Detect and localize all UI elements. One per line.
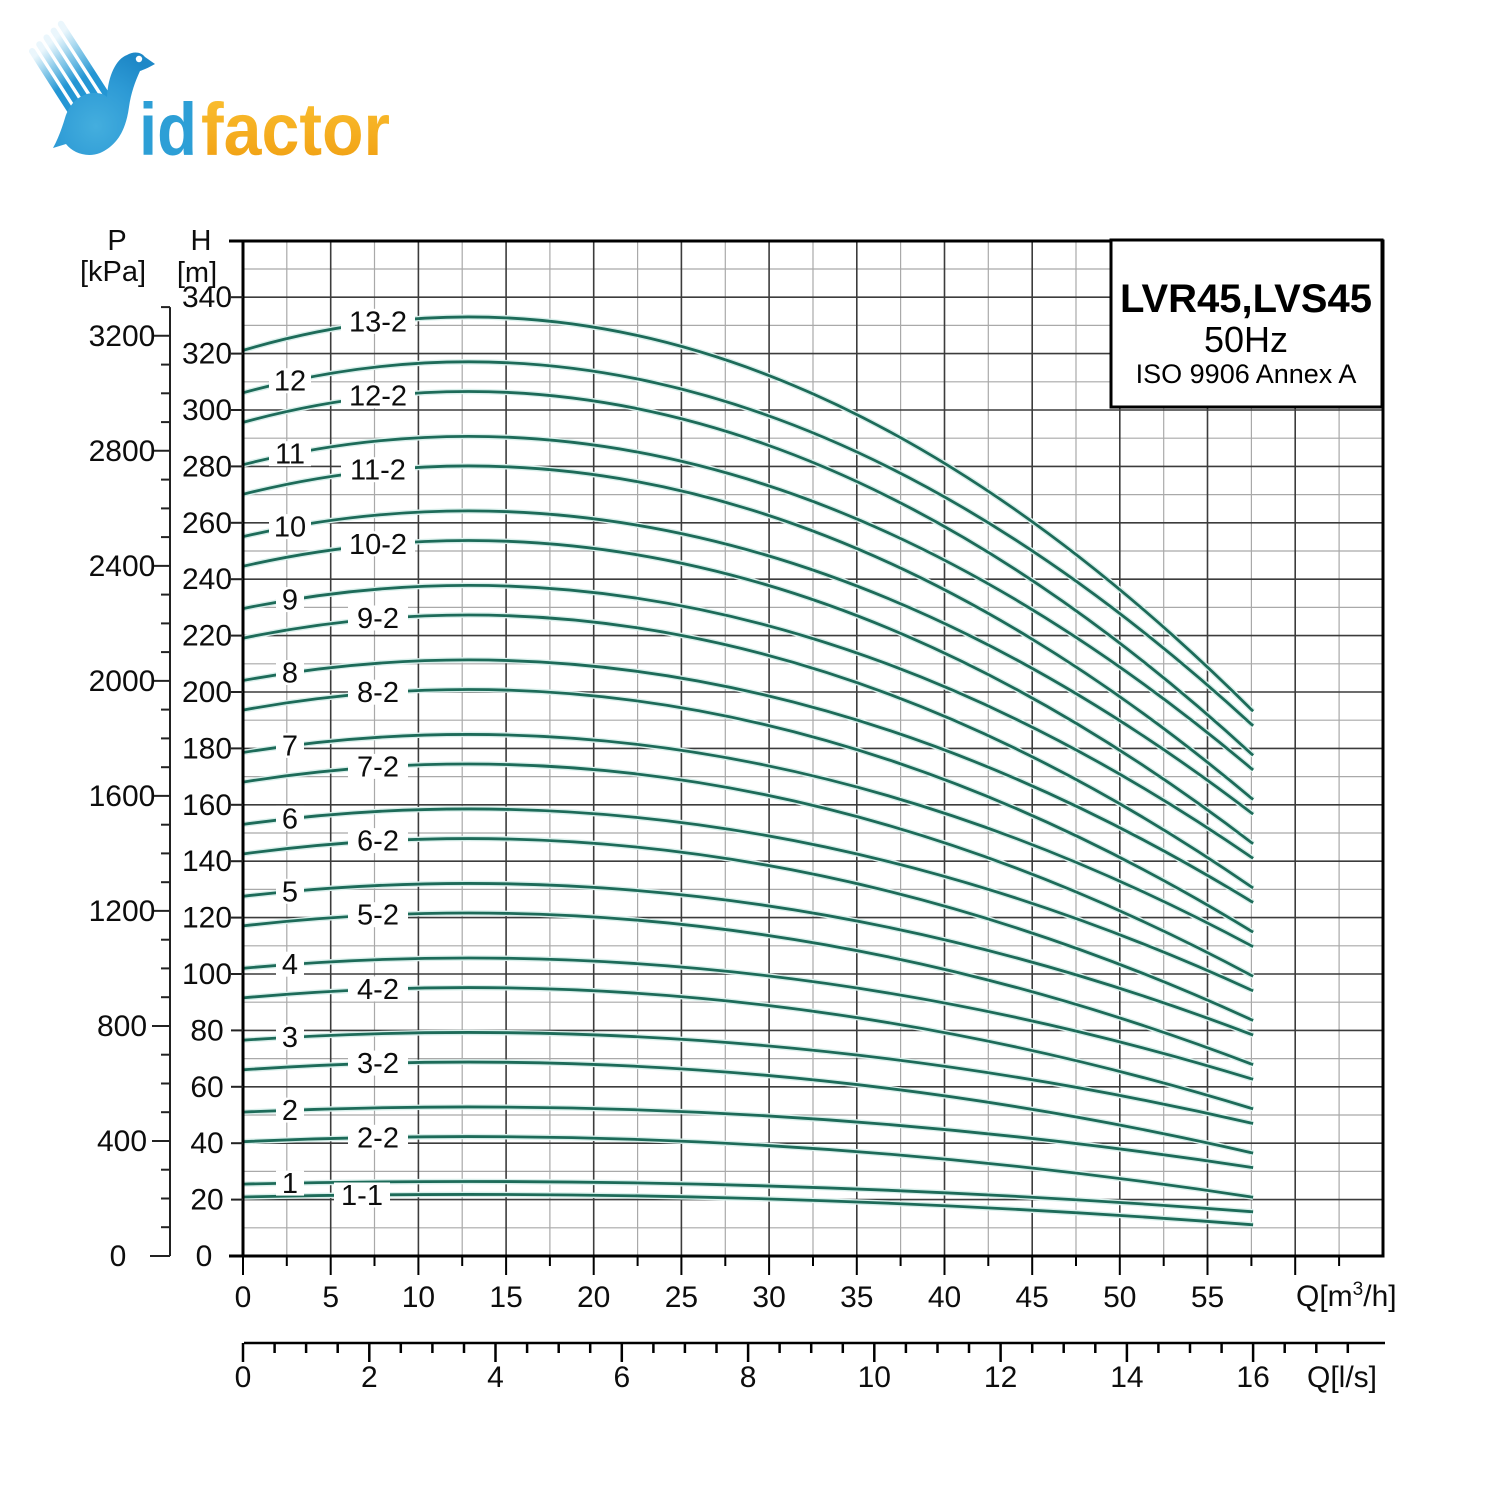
svg-text:160: 160 [182,789,232,822]
svg-text:7: 7 [282,730,298,762]
svg-text:factor: factor [201,88,390,171]
svg-text:140: 140 [182,845,232,878]
svg-text:6: 6 [282,803,298,835]
svg-text:0: 0 [235,1281,252,1314]
svg-text:30: 30 [752,1281,785,1314]
svg-text:10: 10 [274,512,306,544]
svg-text:40: 40 [928,1281,961,1314]
svg-text:40: 40 [190,1127,223,1160]
svg-text:2000: 2000 [89,665,156,698]
svg-text:35: 35 [840,1281,873,1314]
svg-text:[kPa]: [kPa] [80,256,146,288]
svg-text:240: 240 [182,563,232,596]
svg-text:LVR45,LVS45: LVR45,LVS45 [1120,277,1372,321]
svg-text:11: 11 [275,439,305,471]
svg-text:800: 800 [97,1010,147,1043]
svg-text:80: 80 [190,1014,223,1047]
svg-text:50: 50 [1103,1281,1136,1314]
svg-text:45: 45 [1016,1281,1049,1314]
svg-text:id: id [139,88,197,171]
svg-text:50Hz: 50Hz [1204,319,1288,360]
svg-text:2-2: 2-2 [357,1122,399,1154]
svg-text:10: 10 [402,1281,435,1314]
svg-text:H: H [191,225,212,257]
svg-text:7-2: 7-2 [357,751,399,783]
svg-text:1: 1 [282,1168,298,1200]
svg-text:220: 220 [182,620,232,653]
svg-text:10-2: 10-2 [349,529,407,561]
svg-text:10: 10 [858,1361,891,1394]
svg-text:8-2: 8-2 [357,677,399,709]
svg-text:2: 2 [282,1095,298,1127]
svg-text:25: 25 [665,1281,698,1314]
svg-text:P: P [107,225,126,257]
svg-text:2800: 2800 [89,435,156,468]
svg-text:ISO 9906 Annex A: ISO 9906 Annex A [1136,359,1357,389]
svg-text:3-2: 3-2 [357,1048,399,1080]
svg-text:60: 60 [190,1071,223,1104]
svg-text:0: 0 [196,1240,213,1273]
svg-text:300: 300 [182,394,232,427]
svg-text:5-2: 5-2 [357,900,399,932]
svg-text:4: 4 [282,949,298,981]
svg-text:12: 12 [984,1361,1017,1394]
svg-text:8: 8 [282,658,298,690]
svg-text:12: 12 [274,366,306,398]
svg-text:9: 9 [282,585,298,617]
svg-text:340: 340 [182,281,232,314]
svg-text:1200: 1200 [89,895,156,928]
svg-text:16: 16 [1236,1361,1269,1394]
svg-text:5: 5 [282,876,298,908]
svg-text:180: 180 [182,732,232,765]
svg-text:1-1: 1-1 [341,1180,383,1212]
svg-text:3200: 3200 [89,320,156,353]
svg-text:Q[m3/h]: Q[m3/h] [1296,1279,1397,1313]
svg-text:4-2: 4-2 [357,974,399,1006]
svg-text:2400: 2400 [89,550,156,583]
svg-text:1600: 1600 [89,780,156,813]
svg-text:100: 100 [182,958,232,991]
svg-text:2: 2 [361,1361,378,1394]
svg-text:15: 15 [489,1281,522,1314]
svg-text:14: 14 [1110,1361,1143,1394]
svg-text:260: 260 [182,507,232,540]
svg-text:[m]: [m] [177,257,217,289]
svg-text:120: 120 [182,902,232,935]
svg-text:Q[l/s]: Q[l/s] [1307,1361,1377,1394]
svg-text:9-2: 9-2 [357,603,399,635]
svg-text:0: 0 [110,1240,127,1273]
svg-text:3: 3 [282,1022,298,1054]
svg-text:6-2: 6-2 [357,826,399,858]
svg-text:4: 4 [487,1361,504,1394]
svg-text:20: 20 [577,1281,610,1314]
svg-text:6: 6 [613,1361,630,1394]
svg-text:8: 8 [740,1361,757,1394]
svg-text:0: 0 [235,1361,252,1394]
svg-text:20: 20 [190,1184,223,1217]
svg-text:5: 5 [322,1281,339,1314]
svg-text:55: 55 [1191,1281,1224,1314]
svg-text:400: 400 [97,1125,147,1158]
svg-text:200: 200 [182,676,232,709]
svg-text:13-2: 13-2 [349,306,407,338]
svg-text:280: 280 [182,450,232,483]
svg-text:320: 320 [182,338,232,371]
svg-text:11-2: 11-2 [350,455,406,487]
svg-text:12-2: 12-2 [349,381,407,413]
